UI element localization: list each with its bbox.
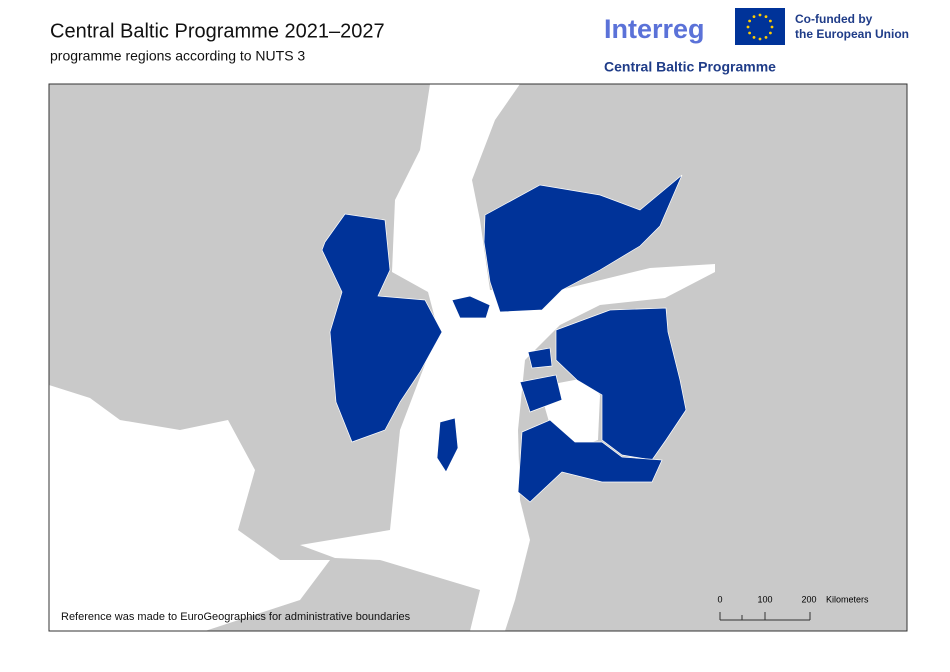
eu-text: the European Union — [795, 27, 909, 41]
eu-stars — [746, 13, 774, 41]
scale-unit: Kilometers — [826, 594, 869, 604]
scale-label: 100 — [757, 594, 772, 604]
programme-name: Central Baltic Programme — [604, 59, 776, 75]
scale-bar: 0 100 200 Kilometers — [717, 594, 869, 621]
scale-label: 0 — [717, 594, 722, 604]
scale-label: 200 — [801, 594, 816, 604]
eu-text: Co-funded by — [795, 12, 873, 26]
sea — [49, 385, 330, 631]
map-frame — [48, 83, 908, 632]
interreg-logo: Interreg — [604, 14, 705, 44]
map: Reference was made to EuroGeographics fo… — [48, 83, 908, 632]
subtitle: programme regions according to NUTS 3 — [50, 48, 305, 64]
reference-note: Reference was made to EuroGeographics fo… — [61, 611, 411, 623]
sea — [300, 84, 715, 631]
title: Central Baltic Programme 2021–2027 — [50, 20, 385, 42]
programme-regions — [321, 174, 687, 503]
